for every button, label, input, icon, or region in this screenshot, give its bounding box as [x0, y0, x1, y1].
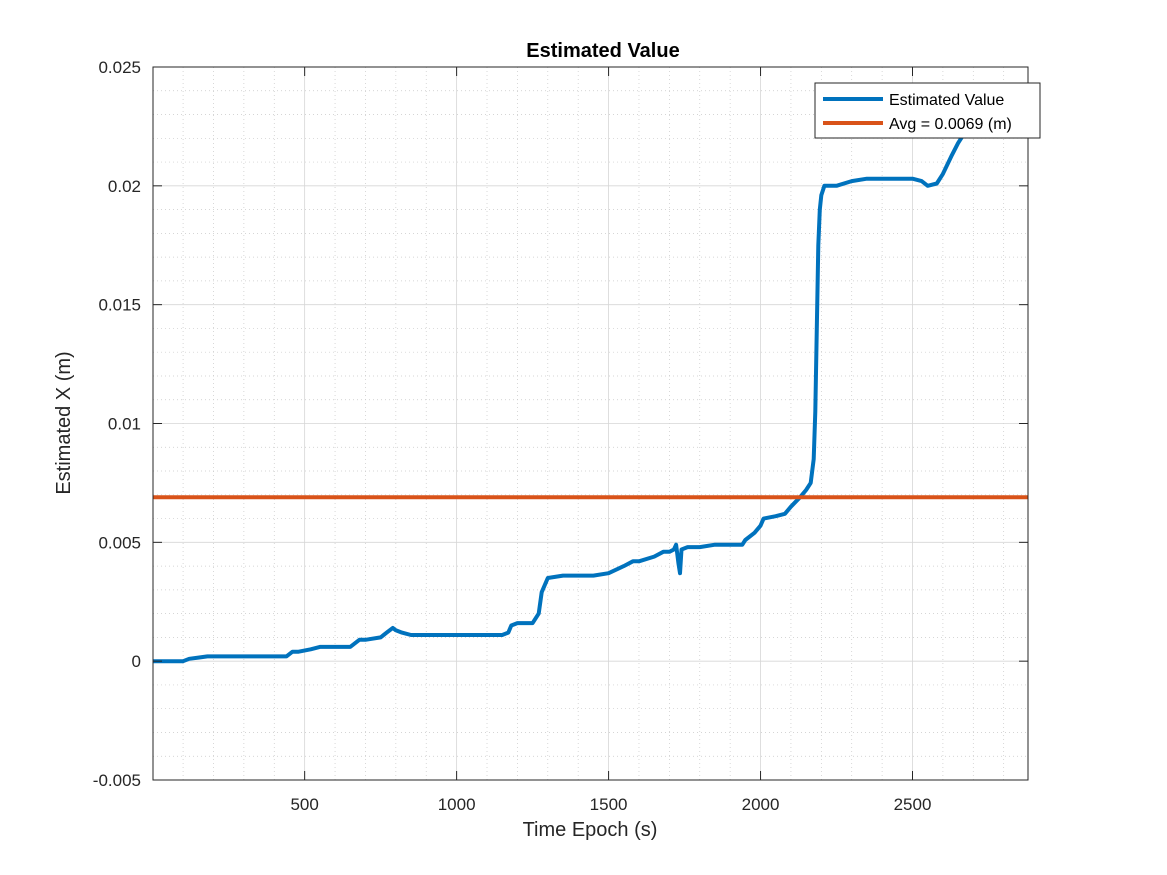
chart-title: Estimated Value: [526, 40, 679, 62]
y-tick-label: 0: [132, 652, 141, 671]
x-tick-label: 2500: [894, 795, 932, 814]
tick-marks: [153, 66, 1028, 781]
x-tick-label: 2000: [742, 795, 780, 814]
legend-label-avg: Avg = 0.0069 (m): [889, 116, 1012, 133]
y-tick-label: -0.005: [93, 771, 141, 790]
x-tick-label: 1500: [590, 795, 628, 814]
legend-label-estimated: Estimated Value: [889, 92, 1004, 109]
series-line-estimated: [153, 110, 1028, 664]
x-tick-labels: 500 1000 1500 2000 2500: [290, 795, 931, 814]
legend-box: [814, 82, 1041, 139]
y-tick-label: 0.02: [108, 177, 141, 196]
x-tick-label: 1000: [438, 795, 476, 814]
series-layer: [153, 110, 1028, 664]
y-tick-label: 0.005: [98, 533, 141, 552]
x-tick-label: 500: [290, 795, 318, 814]
y-tick-label: 0.01: [108, 415, 141, 434]
y-axis-label: Estimated X (m): [53, 351, 75, 494]
y-tick-label: 0.015: [98, 296, 141, 315]
y-tick-label: 0.025: [98, 58, 141, 77]
y-tick-labels: -0.005 0 0.005 0.01 0.015 0.02 0.025: [93, 58, 141, 790]
legend: Estimated Value Avg = 0.0069 (m): [814, 82, 1041, 139]
x-axis-label: Time Epoch (s): [523, 819, 658, 841]
